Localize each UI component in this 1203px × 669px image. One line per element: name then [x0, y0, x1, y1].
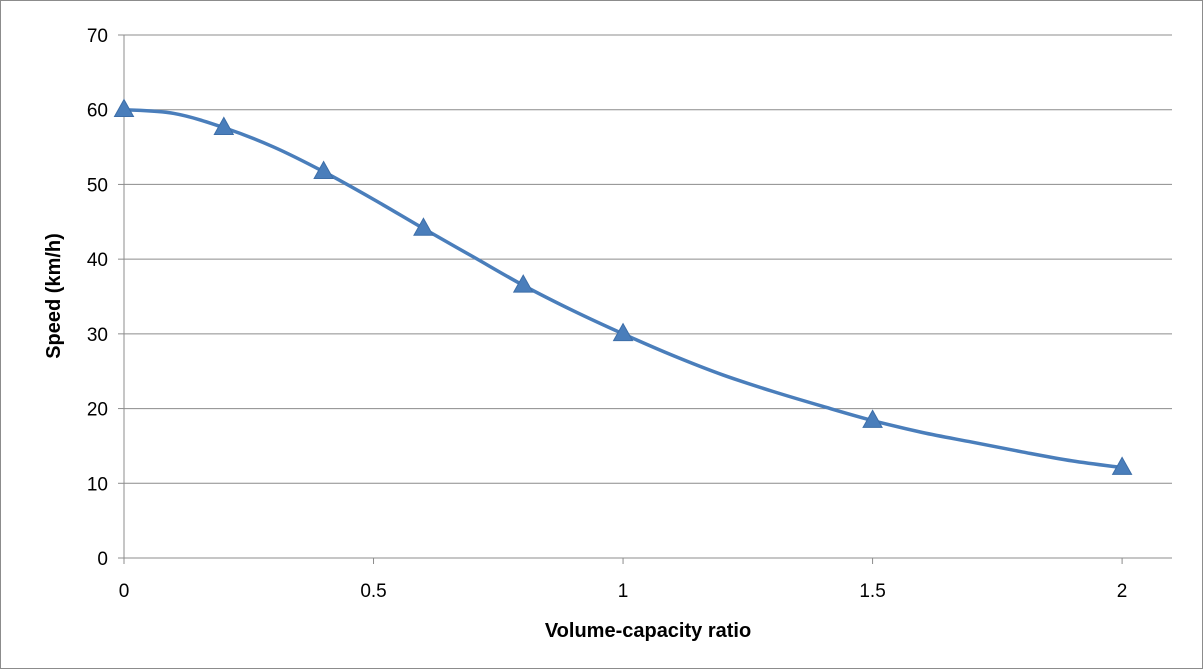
y-tick-label: 10: [87, 474, 108, 495]
x-tick-label: 2: [1117, 581, 1128, 602]
y-tick-label: 0: [97, 549, 108, 570]
data-point-marker: [512, 274, 534, 293]
y-tick-label: 60: [87, 101, 108, 122]
data-point-marker: [612, 322, 634, 342]
y-tick-label: 30: [87, 325, 108, 346]
x-axis-title: Volume-capacity ratio: [545, 620, 751, 642]
y-tick-labels: 0 10 20 30 40 50 60 70: [87, 26, 108, 570]
data-point-marker: [113, 98, 135, 118]
data-point-marker: [413, 217, 434, 236]
series-line: [123, 107, 1123, 470]
gridlines: [124, 34, 1172, 484]
x-tick-label: 0: [119, 581, 130, 602]
y-tick-label: 20: [87, 400, 108, 421]
x-tick-label: 0.5: [360, 581, 386, 602]
y-axis-title: Speed (km/h): [43, 233, 65, 359]
data-point-marker: [862, 409, 883, 428]
data-point-marker: [313, 160, 334, 180]
y-tick-label: 50: [87, 175, 108, 196]
x-tick-label: 1.5: [859, 581, 885, 602]
x-tick-label: 1: [618, 581, 629, 602]
series-group: [113, 98, 1133, 475]
x-tick-labels: 0 0.5 1 1.5 2: [119, 581, 1128, 602]
data-point-marker: [213, 116, 235, 135]
data-point-marker: [1111, 456, 1133, 475]
y-tick-label: 70: [87, 26, 108, 47]
axes: [118, 34, 1172, 564]
y-tick-label: 40: [87, 250, 108, 271]
